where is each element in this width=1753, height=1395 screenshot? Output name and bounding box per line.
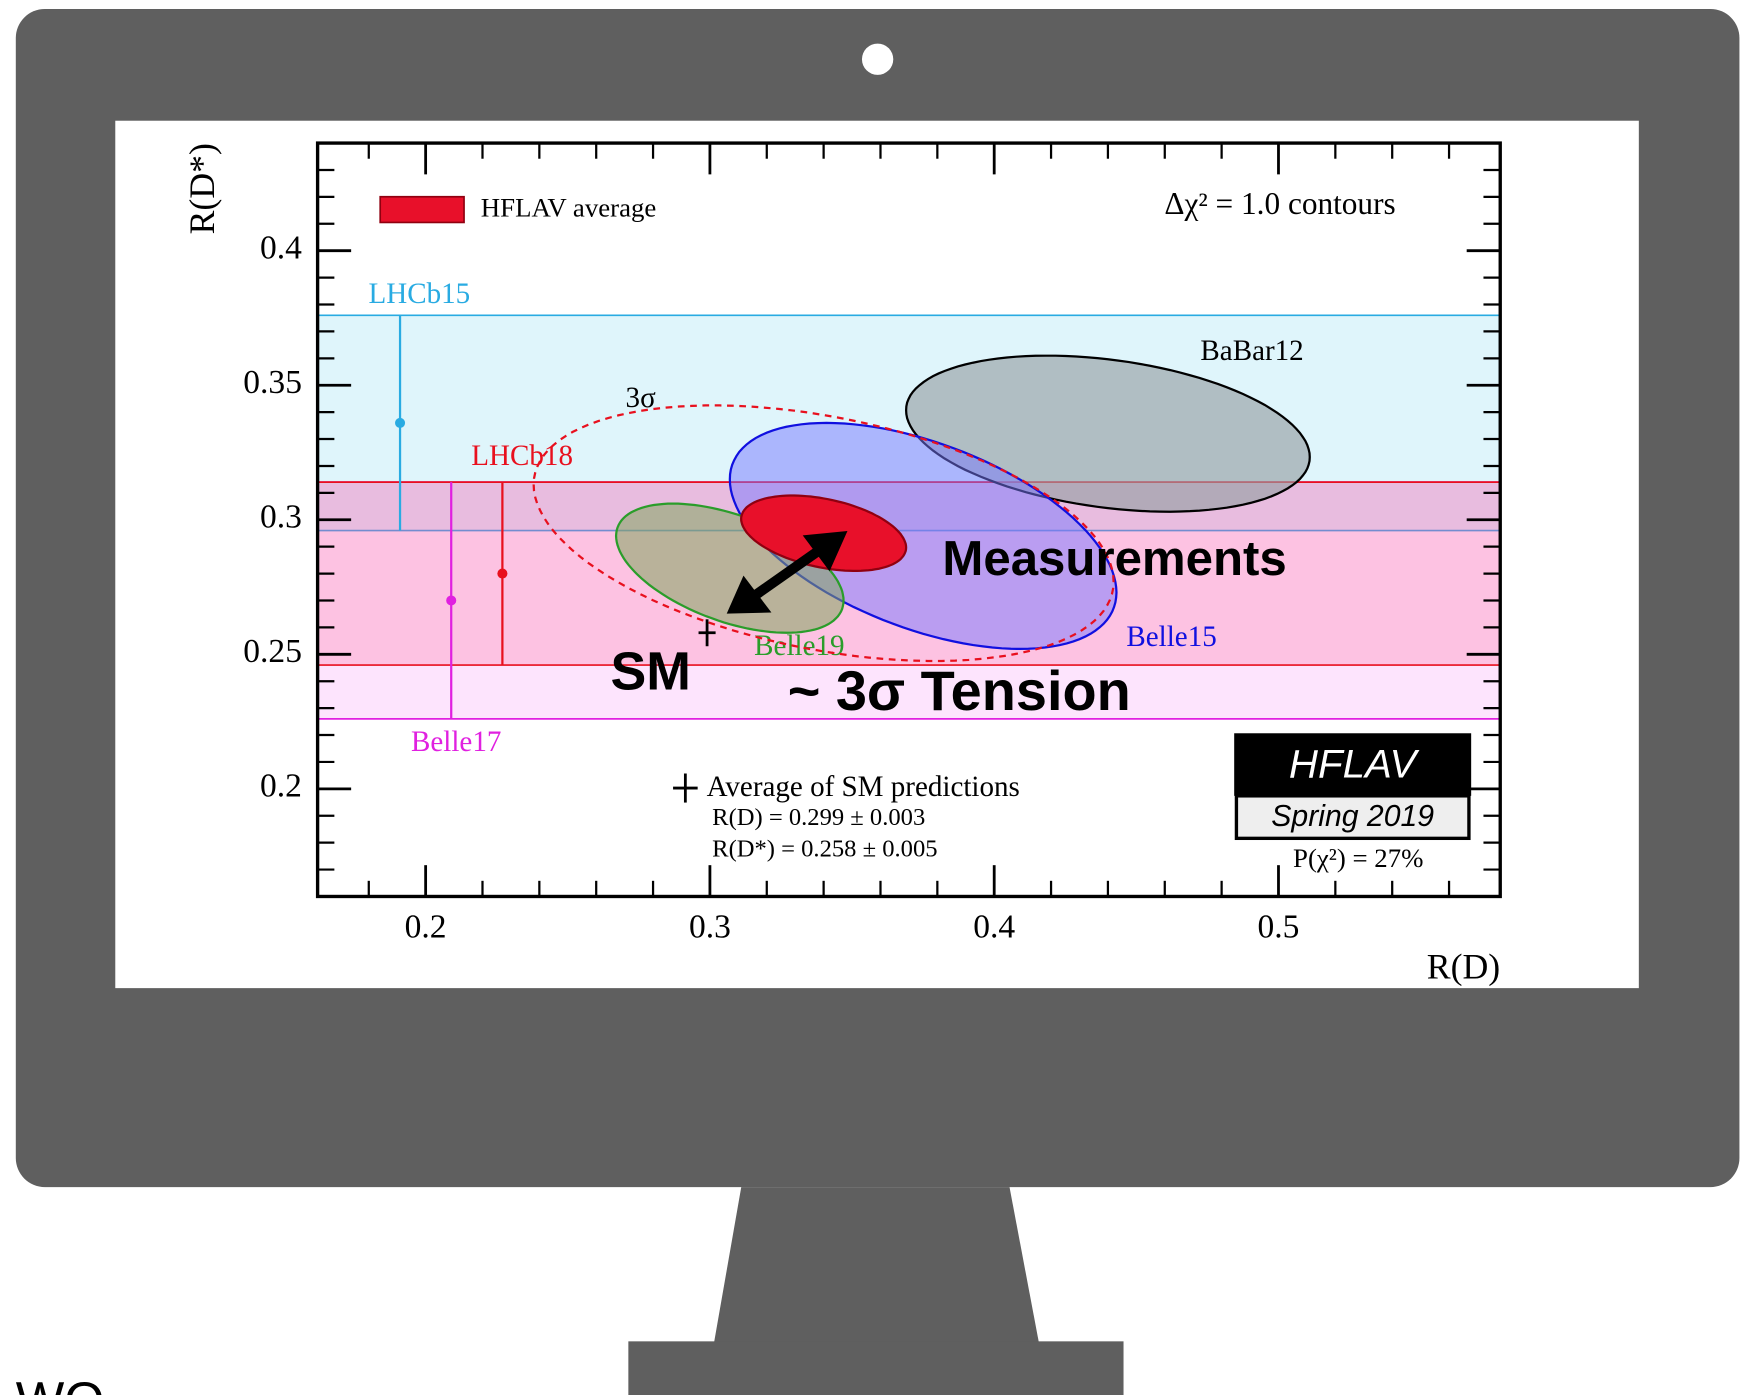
point [446,595,456,605]
monitor-base [628,1341,1123,1395]
page: WO LHCb15 Belle17 LHCb18 BaBar12 Belle15 Bell… [0,0,1753,1395]
y-tick-label: 0.2 [260,768,302,805]
contour-label: BaBar12 [1200,335,1303,367]
x-tick-label: 0.5 [1258,909,1300,946]
monitor-scene: WO LHCb15 Belle17 LHCb18 BaBar12 Belle15 Bell… [0,0,1753,1395]
logo-title: HFLAV [1289,741,1420,786]
y-tick-label: 0.35 [243,364,302,401]
contour-label: 3σ [626,382,657,414]
camera [862,44,893,75]
band-label: LHCb15 [368,278,470,310]
legend-swatch [380,197,464,223]
point [497,569,507,579]
band-label: Belle17 [411,726,501,758]
annotation: SM [610,641,690,701]
logo-subtitle: Spring 2019 [1271,800,1434,833]
x-tick-label: 0.2 [405,909,447,946]
sm-legend-line: R(D*) = 0.258 ± 0.005 [712,835,937,862]
y-tick-label: 0.4 [260,229,302,266]
contour-note: Δχ² = 1.0 contours [1164,186,1395,221]
legend-label: HFLAV average [481,192,657,222]
point [395,418,405,428]
sm-legend-line: R(D) = 0.299 ± 0.003 [712,804,925,831]
x-tick-label: 0.3 [689,909,731,946]
contour-label: Belle15 [1126,621,1216,653]
x-axis-label: R(D) [1427,946,1500,986]
p-value: P(χ²) = 27% [1293,843,1423,873]
y-tick-label: 0.25 [243,633,302,670]
contour-label: Belle19 [754,630,844,662]
y-tick-label: 0.3 [260,498,302,535]
annotation: Measurements [942,531,1286,586]
y-axis-label: R(D*) [182,143,222,234]
annotation: ~ 3σ Tension [788,659,1131,722]
footer-text: WO [16,1370,105,1395]
sm-legend-title: Average of SM predictions [707,771,1020,803]
monitor-neck [713,1187,1039,1347]
band-label: LHCb18 [471,440,573,472]
x-tick-label: 0.4 [973,909,1015,946]
